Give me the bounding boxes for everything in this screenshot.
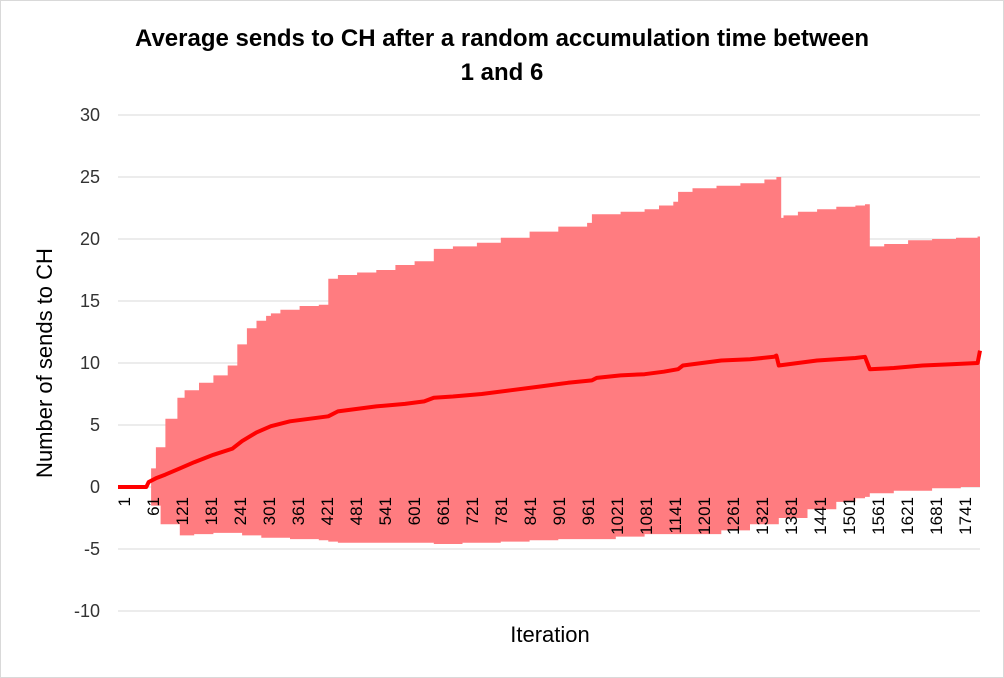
x-tick-labels: 1 61 121 181 241 301 361 421 481 541 601 661 721 781 8… [115, 497, 975, 535]
y-tick-label: 5 [90, 415, 100, 435]
y-tick-label: 25 [80, 167, 100, 187]
x-tick-label: 1141 [666, 497, 685, 534]
x-tick-label: 901 [550, 497, 569, 525]
x-axis-title: Iteration [510, 622, 590, 647]
x-tick-label: 301 [260, 497, 279, 525]
x-tick-label: 1261 [724, 497, 743, 535]
series-layer [118, 350, 982, 489]
y-tick-label: 30 [80, 105, 100, 125]
x-tick-label: 61 [144, 497, 163, 516]
x-tick-label: 421 [318, 497, 337, 525]
x-tick-label: 1741 [956, 497, 975, 535]
x-tick-label: 1681 [927, 497, 946, 535]
x-tick-label: 121 [173, 497, 192, 525]
x-tick-label: 841 [521, 497, 540, 525]
y-axis-title: Number of sends to CH [32, 248, 57, 478]
chart-title-line2: 1 and 6 [460, 59, 544, 86]
x-tick-label: 1561 [869, 497, 888, 535]
x-tick-label: 1201 [695, 497, 714, 535]
x-tick-label: 1621 [898, 497, 917, 535]
x-tick-label: 541 [376, 497, 395, 525]
x-tick-label: 781 [492, 497, 511, 525]
x-tick-label: 1321 [753, 497, 772, 535]
y-tick-label: 10 [80, 353, 100, 373]
y-tick-labels: -10 -5 0 5 10 15 20 25 30 [74, 105, 100, 621]
x-tick-label: 1501 [840, 497, 859, 535]
x-tick-label: 721 [463, 497, 482, 525]
x-tick-label: 361 [289, 497, 308, 525]
x-tick-label: 1021 [608, 497, 627, 535]
y-tick-label: -10 [74, 601, 100, 621]
y-tick-label: 15 [80, 291, 100, 311]
y-tick-label: -5 [84, 539, 100, 559]
x-tick-label: 1081 [637, 497, 656, 535]
chart-title: Average sends to CH after a random accum… [0, 22, 1004, 90]
y-tick-label: 20 [80, 229, 100, 249]
x-tick-label: 961 [579, 497, 598, 525]
x-tick-label: 601 [405, 497, 424, 525]
x-tick-label: 241 [231, 497, 250, 525]
chart-title-line1: Average sends to CH after a random accum… [135, 25, 869, 52]
x-tick-label: 181 [202, 497, 221, 525]
mean-line [118, 350, 982, 489]
band-layer [118, 154, 980, 544]
x-tick-label: 1441 [811, 497, 830, 535]
x-tick-label: 661 [434, 497, 453, 525]
x-tick-label: 1381 [782, 497, 801, 535]
y-tick-label: 0 [90, 477, 100, 497]
x-tick-label: 1 [115, 497, 134, 506]
x-tick-label: 481 [347, 497, 366, 525]
band-area [118, 154, 980, 544]
